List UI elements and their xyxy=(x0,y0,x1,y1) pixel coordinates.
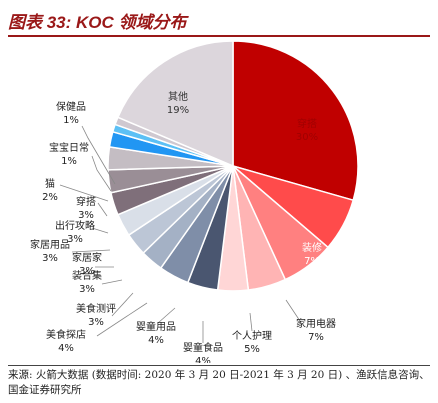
slice-percent-label: 1% xyxy=(61,156,77,167)
slice-name-label: 保健品 xyxy=(56,100,86,113)
leader-line xyxy=(157,307,176,324)
figure-title-text: KOC 领域分布 xyxy=(76,13,187,32)
leader-lines xyxy=(59,125,301,343)
leader-line xyxy=(91,155,112,192)
slice-percent-label: 3% xyxy=(79,284,95,295)
slice-percent-label: 30% xyxy=(296,132,318,143)
leader-line xyxy=(285,299,301,322)
slice-name-label: 家居用品 xyxy=(30,238,70,251)
leader-line xyxy=(96,302,148,337)
slice-name-label: 婴童用品 xyxy=(136,320,176,333)
slice-percent-label: 3% xyxy=(42,253,58,264)
pie-slice xyxy=(116,40,234,168)
slice-percent-label: 5% xyxy=(244,344,260,355)
slice-name-label: 家用电器 xyxy=(296,317,336,330)
slice-labels: 穿搭 30% 装修 7% 家用电器 7% 个人护理 5% 婴童食品 4% 婴童用品 4% 美食探店 4% 美… xyxy=(30,90,336,363)
slice-name-label: 宝宝日常 xyxy=(49,141,89,154)
slice-name-label: 猫 xyxy=(45,177,55,190)
slice-percent-label: 19% xyxy=(167,105,189,116)
slice-percent-label: 3% xyxy=(67,234,83,245)
slice-name-label: 穿搭 xyxy=(297,117,317,130)
slice-percent-label: 4% xyxy=(195,356,211,363)
slice-name-label: 美食测评 xyxy=(76,302,116,315)
leader-line xyxy=(249,312,253,332)
leader-line xyxy=(97,202,108,217)
slice-percent-label: 4% xyxy=(58,343,74,354)
source-rule xyxy=(8,365,430,366)
leader-line xyxy=(91,227,109,234)
slice-percent-label: 1% xyxy=(63,115,79,126)
slice-percent-label: 7% xyxy=(308,332,324,343)
slice-percent-label: 7% xyxy=(304,256,320,267)
slice-name-label: 出行攻略 xyxy=(55,219,95,232)
slice-percent-label: 3% xyxy=(79,266,95,277)
slice-name-label: 婴童食品 xyxy=(183,341,223,354)
pie-slices xyxy=(107,40,359,292)
slice-percent-label: 3% xyxy=(78,210,94,221)
slice-percent-label: 4% xyxy=(148,335,164,346)
leader-line xyxy=(71,249,111,253)
slice-name-label: 穿搭 xyxy=(76,195,96,208)
leader-line xyxy=(111,292,134,317)
slice-name-label: 家居家 xyxy=(72,251,102,264)
title-rule xyxy=(8,35,430,37)
leader-line xyxy=(59,184,109,202)
slice-name-label: 其他 xyxy=(168,90,188,103)
leader-line xyxy=(81,125,116,185)
slice-percent-label: 2% xyxy=(42,192,58,203)
slice-name-label: 装合集 xyxy=(72,269,102,282)
figure-label: 图表 33: xyxy=(8,13,72,32)
pie-slice xyxy=(232,40,359,202)
leader-line xyxy=(101,279,123,285)
figure-title: 图表 33: KOC 领域分布 xyxy=(8,8,430,34)
slice-name-label: 美食探店 xyxy=(46,328,86,341)
slice-name-label: 装修 xyxy=(302,241,322,254)
pie-chart: 穿搭 30% 装修 7% 家用电器 7% 个人护理 5% 婴童食品 4% 婴童用品 4% 美食探店 4% 美… xyxy=(30,40,359,363)
slice-percent-label: 3% xyxy=(88,317,104,328)
source-note: 来源: 火箭大数据 (数据时间: 2020 年 3 月 20 日-2021 年 … xyxy=(8,369,430,396)
slice-name-label: 个人护理 xyxy=(232,329,272,342)
